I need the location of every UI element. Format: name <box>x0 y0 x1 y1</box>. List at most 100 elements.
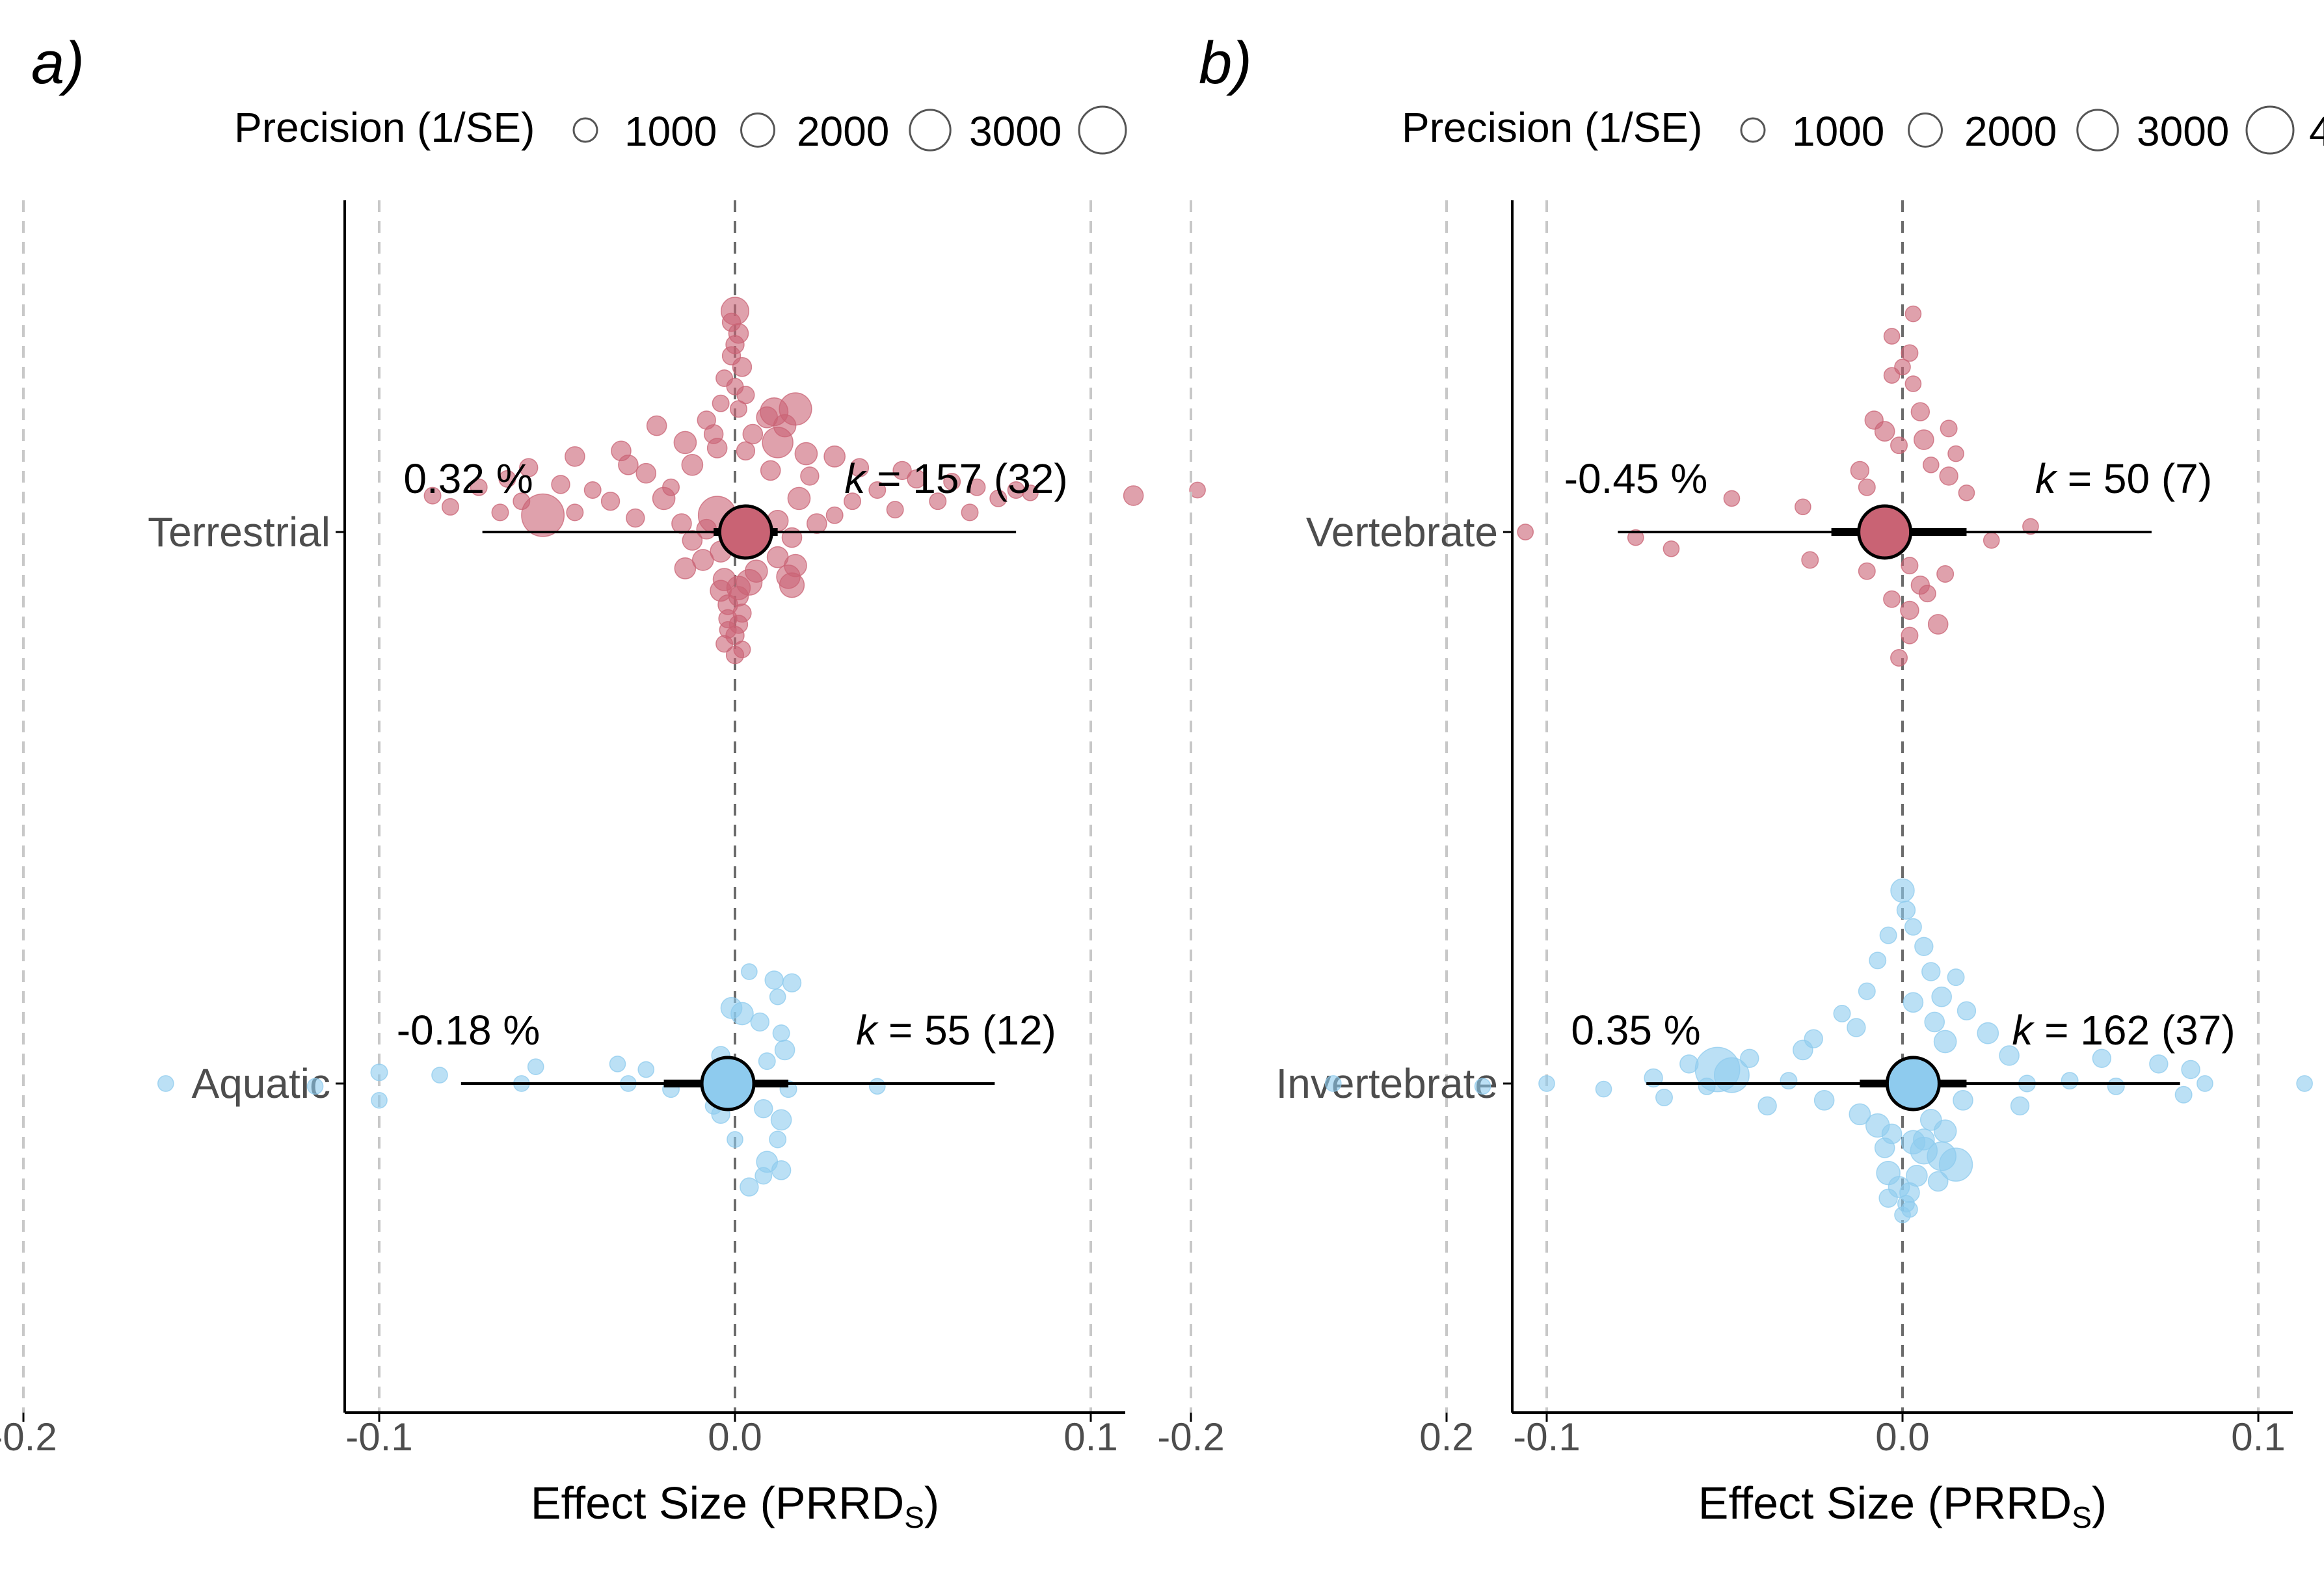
effect-size-point <box>431 1067 448 1084</box>
x-axis-title-end: ) <box>924 1478 939 1528</box>
effect-size-point <box>2181 1059 2200 1080</box>
effect-size-point <box>1723 490 1741 507</box>
effect-size-point <box>1795 498 1811 516</box>
x-tick-label: 0.0 <box>708 1415 762 1459</box>
effect-size-point <box>825 506 844 524</box>
effect-size-point <box>1936 565 1955 583</box>
pooled-estimate-point <box>1885 1056 1941 1111</box>
effect-size-point <box>637 1061 655 1078</box>
legend-key-circle <box>909 109 952 152</box>
effect-size-point <box>772 1024 790 1043</box>
effect-size-point <box>758 1052 776 1071</box>
effect-size-point <box>770 1109 792 1131</box>
effect-size-point <box>1874 1138 1895 1158</box>
effect-size-point <box>2296 1075 2313 1092</box>
effect-size-point <box>1947 968 1965 987</box>
effect-size-point <box>491 503 509 522</box>
effect-size-point <box>800 466 820 486</box>
effect-size-point <box>1793 1039 1813 1061</box>
group-aquatic: Aquatic -0.18 % k = 55 (12) <box>157 963 1056 1197</box>
x-axis-title-main: Effect Size (PRRD <box>1698 1478 2072 1528</box>
effect-size-point <box>755 1167 773 1185</box>
effect-size-point <box>1921 962 1941 981</box>
pooled-estimate-point <box>717 504 773 560</box>
legend-key-label: 2000 <box>1964 108 2057 155</box>
effect-size-point <box>727 1131 743 1148</box>
y-tick-label: Invertebrate <box>1276 1060 1498 1107</box>
effect-size-point <box>1947 445 1964 462</box>
effect-size-point <box>1123 485 1144 506</box>
effect-size-point <box>989 489 1008 507</box>
effect-size-point <box>1713 1057 1750 1093</box>
effect-size-point <box>1324 1075 1342 1092</box>
effect-size-point <box>774 1039 795 1061</box>
effect-size-point <box>1858 562 1876 580</box>
effect-size-point <box>1922 456 1940 473</box>
effect-size-point <box>1931 986 1952 1007</box>
effect-size-point <box>1883 328 1901 345</box>
effect-size-point <box>652 486 676 511</box>
effect-size-point <box>741 963 758 980</box>
effect-size-point <box>671 513 692 534</box>
legend-key-label: 1000 <box>1792 108 1884 155</box>
effect-size-point <box>1910 402 1930 421</box>
k-annotation-symbol: k <box>2012 1007 2035 1054</box>
effect-size-point <box>1904 918 1922 936</box>
effect-size-point <box>764 970 784 990</box>
effect-size-point <box>1890 436 1908 455</box>
effect-size-point <box>681 453 704 476</box>
effect-size-point <box>2107 1077 2125 1095</box>
effect-size-point <box>1894 1206 1911 1223</box>
percent-annotation: -0.45 % <box>1564 455 1708 502</box>
effect-size-point <box>682 530 703 551</box>
effect-size-point <box>1983 532 2000 549</box>
effect-size-point <box>626 508 645 528</box>
effect-size-point <box>1740 1048 1759 1068</box>
panel-label: a) <box>31 30 85 96</box>
x-tick-label: -0.2 <box>0 1415 57 1459</box>
effect-size-point <box>498 470 516 488</box>
effect-size-point <box>1874 421 1895 442</box>
effect-size-point <box>1957 1001 1977 1020</box>
effect-size-point <box>1890 649 1908 667</box>
effect-size-point <box>1517 524 1534 540</box>
group-vertebrate: Vertebrate -0.45 % k = 50 (7) <box>1306 305 2212 667</box>
effect-size-point <box>1655 1089 1673 1106</box>
k-annotation: k = 157 (32) <box>844 455 1067 502</box>
effect-size-point <box>782 973 802 992</box>
effect-size-point <box>1904 375 1922 392</box>
effect-size-point <box>1933 1030 1957 1054</box>
panel-b: b) Precision (1/SE) 1000 2000 3000 4 -0.2 -0.1 0… <box>1157 30 2324 1534</box>
effect-size-point <box>1595 1080 1612 1098</box>
effect-size-point <box>794 442 818 466</box>
k-annotation-value: = 162 (37) <box>2033 1007 2235 1054</box>
effect-size-point <box>2197 1075 2213 1092</box>
effect-size-point <box>1939 466 1958 486</box>
effect-size-point <box>1883 590 1901 608</box>
pooled-estimate-point <box>1857 504 1913 560</box>
effect-size-point <box>929 492 947 511</box>
effect-size-point <box>1901 626 1919 645</box>
effect-size-point <box>1879 926 1897 944</box>
effect-size-point <box>1627 529 1644 546</box>
effect-size-point <box>1801 551 1819 569</box>
effect-size-point <box>742 423 764 445</box>
k-annotation-symbol: k <box>844 455 867 502</box>
legend-key-label: 2000 <box>797 108 889 155</box>
legend-key-circle <box>740 113 775 148</box>
effect-size-point <box>691 549 714 571</box>
x-tick-label: 0.1 <box>2231 1415 2285 1459</box>
x-tick-label: 0.2 <box>1419 1415 1473 1459</box>
k-annotation-value: = 55 (12) <box>877 1007 1056 1054</box>
effect-size-point <box>736 441 756 460</box>
effect-size-point <box>849 458 870 477</box>
effect-size-point <box>370 1063 388 1082</box>
effect-size-point <box>760 460 781 481</box>
panel-label: b) <box>1199 30 1252 96</box>
k-annotation-value: = 50 (7) <box>2056 455 2212 502</box>
legend-key-label: 4 <box>2309 108 2324 155</box>
effect-size-point <box>1927 1171 1949 1192</box>
effect-size-point <box>566 503 584 522</box>
effect-size-point <box>1927 614 1949 635</box>
